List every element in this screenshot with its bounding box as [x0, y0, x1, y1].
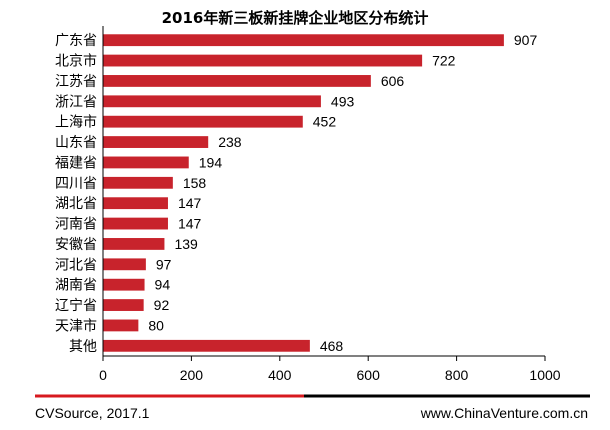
bar-3 — [103, 95, 321, 108]
value-label: 94 — [155, 277, 171, 293]
category-label: 安徽省 — [55, 237, 97, 253]
bar-11 — [103, 258, 146, 271]
value-label: 493 — [331, 93, 355, 109]
bar-5 — [103, 136, 209, 148]
bar-6 — [103, 156, 189, 169]
value-label: 238 — [218, 134, 242, 150]
bar-4 — [103, 115, 303, 128]
bar-13 — [103, 299, 144, 311]
category-label: 北京市 — [55, 53, 97, 70]
category-label: 湖北省 — [55, 196, 97, 212]
x-tick-label: 800 — [445, 367, 469, 383]
value-label: 80 — [148, 317, 164, 333]
category-label: 广东省 — [55, 33, 97, 49]
value-label: 452 — [313, 114, 337, 130]
bar-0 — [103, 34, 504, 47]
x-axis-ticks: 0 200 400 600 800 1000 — [99, 356, 561, 383]
value-label: 722 — [432, 53, 456, 69]
category-label: 河北省 — [55, 257, 97, 273]
value-label: 468 — [320, 338, 344, 354]
value-label: 907 — [514, 32, 538, 48]
bar-9 — [103, 217, 168, 230]
value-label: 147 — [178, 195, 202, 211]
bar-14 — [103, 319, 139, 332]
x-tick-label: 600 — [357, 367, 381, 383]
bar-10 — [103, 238, 165, 250]
bar-7 — [103, 176, 173, 189]
category-label: 上海市 — [55, 114, 97, 131]
category-label: 其他 — [69, 339, 97, 355]
bar-8 — [103, 197, 168, 210]
value-label: 139 — [174, 236, 198, 252]
bar-1 — [103, 54, 423, 67]
bar-2 — [103, 75, 371, 87]
value-label: 194 — [199, 154, 223, 170]
x-tick-label: 400 — [268, 367, 292, 383]
value-label: 606 — [381, 73, 405, 89]
x-tick-label: 1000 — [529, 367, 560, 383]
bar-15 — [103, 339, 310, 352]
x-tick-label: 200 — [180, 367, 204, 383]
category-label: 福建省 — [55, 155, 97, 171]
bar-12 — [103, 278, 145, 291]
category-label: 浙江省 — [55, 94, 97, 110]
chart-title: 2016年新三板新挂牌企业地区分布统计 — [162, 9, 429, 27]
value-label: 97 — [156, 256, 172, 272]
category-label: 天津市 — [55, 317, 97, 334]
labels-layer: 广东省 907 北京市 722 江苏省 606 浙江省 493 上海市 452 山东省 238 福建省 1… — [55, 32, 537, 355]
value-label: 158 — [183, 175, 207, 191]
bars-layer — [103, 34, 504, 352]
category-label: 江苏省 — [55, 74, 97, 90]
x-tick-label: 0 — [99, 367, 107, 383]
value-label: 92 — [154, 297, 170, 313]
category-label: 辽宁省 — [55, 297, 97, 314]
category-label: 河南省 — [55, 217, 97, 233]
category-label: 山东省 — [55, 135, 97, 151]
category-label: 四川省 — [55, 176, 97, 192]
value-label: 147 — [178, 216, 202, 232]
category-label: 湖南省 — [55, 278, 97, 294]
footer-website: www.ChinaVenture.com.cn — [420, 405, 588, 421]
footer-source: CVSource, 2017.1 — [35, 405, 150, 421]
